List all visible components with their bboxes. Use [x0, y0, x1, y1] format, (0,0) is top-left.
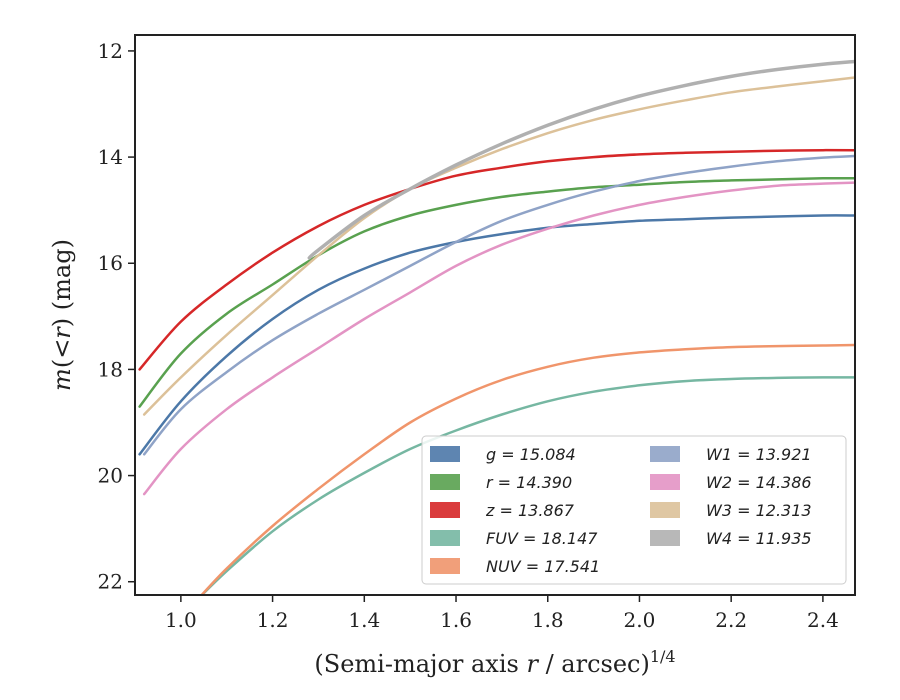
x-tick-label: 1.6: [440, 608, 472, 632]
legend-label-fuv: FUV = 18.147: [486, 529, 598, 548]
legend-swatch-z: [430, 502, 460, 518]
y-tick-label: 16: [98, 251, 123, 275]
legend-label-w1: W1 = 13.921: [706, 445, 812, 464]
legend-label-r: r = 14.390: [486, 473, 572, 492]
legend-swatch-w4: [650, 530, 680, 546]
series-line-w4: [307, 59, 855, 260]
y-axis-label: m(<r) (mag): [48, 239, 76, 391]
series-line-z: [138, 148, 855, 371]
legend-label-z: z = 13.867: [485, 501, 575, 520]
x-tick-label: 1.2: [257, 608, 289, 632]
legend-swatch-r: [430, 474, 460, 490]
legend-label-w4: W4 = 11.935: [706, 529, 812, 548]
legend-swatch-w3: [650, 502, 680, 518]
series-line-w3: [142, 76, 855, 416]
plot-frame: [134, 34, 856, 596]
legend-swatch-nuv: [430, 558, 460, 574]
legend: g = 15.084 r = 14.390 z = 13.867 FUV = 18.1…: [421, 435, 847, 585]
legend-label-nuv: NUV = 17.541: [486, 557, 600, 576]
series-line-w2: [142, 181, 855, 496]
legend-swatch-fuv: [430, 530, 460, 546]
x-axis-label: (Semi-major axis r / arcsec)1/4: [314, 647, 675, 678]
series-line-w1: [142, 154, 855, 456]
x-tick-label: 2.4: [807, 608, 839, 632]
legend-label-w2: W2 = 14.386: [706, 473, 812, 492]
legend-swatch-g: [430, 446, 460, 462]
series-line-fuv: [200, 376, 855, 595]
plot-lines: [138, 59, 855, 595]
x-axis: 1.0 1.2 1.4 1.6 1.8 2.0 2.2 2.4: [165, 595, 839, 632]
y-tick-label: 20: [98, 464, 123, 488]
y-tick-label: 12: [98, 39, 123, 63]
legend-label-w3: W3 = 12.313: [706, 501, 812, 520]
legend-label-g: g = 15.084: [486, 445, 576, 464]
x-tick-label: 2.2: [715, 608, 747, 632]
x-tick-label: 1.0: [165, 608, 197, 632]
series-line-r: [138, 176, 855, 408]
legend-box: [421, 435, 847, 585]
series-line-g: [138, 214, 855, 456]
legend-swatch-w2: [650, 474, 680, 490]
x-tick-label: 1.8: [532, 608, 564, 632]
series-line-nuv: [199, 343, 855, 595]
x-tick-label: 2.0: [624, 608, 656, 632]
legend-swatch-w1: [650, 446, 680, 462]
x-tick-label: 1.4: [348, 608, 380, 632]
y-tick-label: 18: [98, 357, 123, 381]
y-tick-label: 22: [98, 570, 123, 594]
y-axis: 12 14 16 18 20 22: [98, 39, 135, 594]
y-tick-label: 14: [98, 145, 123, 169]
